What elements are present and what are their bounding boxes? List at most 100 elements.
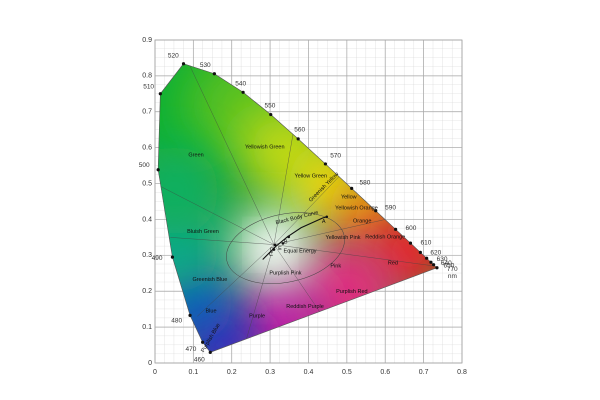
region-label: Yellow (341, 195, 357, 201)
region-label-text: Yellowish Green (245, 145, 285, 151)
wavelength-point (208, 350, 212, 354)
wavelength-point (296, 137, 300, 141)
wavelength-label: 530 (200, 62, 211, 69)
x-tick-label: 0.8 (457, 369, 467, 376)
x-tick-label: 0.2 (227, 369, 237, 376)
region-label: Bluish Green (187, 229, 219, 235)
wavelength-label: 770 (447, 266, 458, 273)
region-label: Purple (249, 313, 265, 319)
region-label: Yellowish Green (245, 145, 285, 151)
x-tick-label: 0.4 (304, 369, 314, 376)
region-label-text: Reddish Orange (365, 235, 405, 241)
region-label-text: Yellowish Orange (335, 206, 378, 212)
x-tick-label: 0 (153, 369, 157, 376)
region-label: Purplish Red (336, 289, 368, 295)
region-label-text: Yellowish Pink (326, 236, 361, 242)
y-tick-label: 0.6 (142, 145, 152, 152)
wavelength-point (181, 62, 186, 66)
wavelength-label: 630 (437, 256, 448, 263)
reference-point (325, 215, 329, 219)
y-tick-label: 0.3 (142, 252, 152, 259)
wavelength-label: 540 (235, 80, 246, 87)
wavelength-point (374, 209, 378, 213)
y-tick-label: 0.8 (142, 73, 152, 80)
region-label: Pink (330, 264, 341, 270)
wavelength-label: 510 (143, 83, 154, 90)
region-outline (197, 244, 275, 317)
reference-label: D (270, 247, 274, 253)
region-label: Greenish Blue (192, 278, 227, 284)
y-tick-label: 0.7 (142, 109, 152, 116)
wavelength-point (201, 340, 205, 344)
reference-point (272, 248, 276, 251)
wavelength-label: 550 (264, 102, 275, 109)
y-tick-label: 0.1 (142, 324, 152, 331)
wavelength-label: 460 (194, 357, 205, 364)
region-label: Blue (206, 308, 217, 314)
wavelength-label: 480 (171, 318, 182, 325)
x-tick-label: 0.1 (189, 369, 199, 376)
wavelength-label: 600 (406, 225, 417, 232)
reference-label: E (278, 246, 282, 252)
wavelength-label: 590 (385, 204, 396, 211)
wavelength-point (429, 260, 433, 264)
region-label: Reddish Purple (286, 304, 324, 310)
region-outline (189, 65, 275, 245)
region-label-text: Purplish Red (336, 289, 368, 295)
wavelength-label: 520 (168, 53, 179, 60)
y-tick-label: 0.9 (142, 37, 152, 44)
reference-point (273, 243, 277, 247)
wavelength-point (418, 250, 422, 254)
wavelength-point (158, 92, 162, 96)
wavelength-point (269, 112, 273, 117)
wavelength-label: 490 (152, 255, 163, 262)
region-label-text: Purplish Pink (269, 271, 301, 277)
reference-label: C (269, 252, 273, 258)
y-tick-label: 0.5 (142, 180, 152, 187)
region-label: Reddish Orange (365, 235, 405, 241)
region-label-text: Equal Energy (284, 249, 317, 255)
reference-point (287, 235, 290, 239)
region-outline (273, 219, 386, 245)
region-outline (170, 237, 274, 245)
wavelength-label: 640 (441, 260, 452, 267)
region-label-text: Yellow Green (295, 174, 328, 180)
region-label: Green (188, 152, 203, 158)
wavelength-point (425, 256, 429, 260)
wavelength-point (432, 263, 436, 267)
reference-label: B (284, 239, 288, 245)
wavelength-label: 560 (294, 127, 305, 134)
region-label: Yellowish Pink (326, 236, 361, 242)
region-label-text: Greenish Blue (192, 278, 227, 284)
region-outline (158, 183, 275, 245)
wavelength-label: 470 (185, 346, 196, 353)
region-label-text: Bluish Green (187, 229, 219, 235)
x-tick-label: 0.3 (265, 369, 275, 376)
x-tick-label: 0.6 (380, 369, 390, 376)
wavelength-label: 570 (330, 153, 341, 160)
y-tick-label: 0 (148, 360, 152, 367)
wavelength-point (350, 186, 354, 190)
wavelength-label: 610 (421, 240, 432, 247)
wavelength-unit: nm (448, 273, 457, 280)
white-point-glow (256, 230, 285, 259)
wavelength-label: 580 (359, 179, 370, 186)
wavelength-point (408, 241, 413, 245)
region-label: Yellow Green (295, 174, 328, 180)
wavelength-point (435, 266, 439, 270)
y-tick-label: 0.2 (142, 288, 152, 295)
wavelength-point (394, 227, 398, 231)
wavelength-point (156, 168, 160, 172)
color-blob (158, 145, 220, 236)
region-label: Purplish Pink (269, 271, 301, 277)
wavelength-label: 650 (444, 263, 455, 270)
region-outline (226, 212, 345, 284)
reference-point (281, 242, 285, 245)
region-outline (273, 176, 340, 245)
wavelength-point (170, 255, 175, 259)
x-tick-label: 0.7 (419, 369, 429, 376)
x-tick-label: 0.5 (342, 369, 352, 376)
reference-label: A (322, 219, 326, 225)
